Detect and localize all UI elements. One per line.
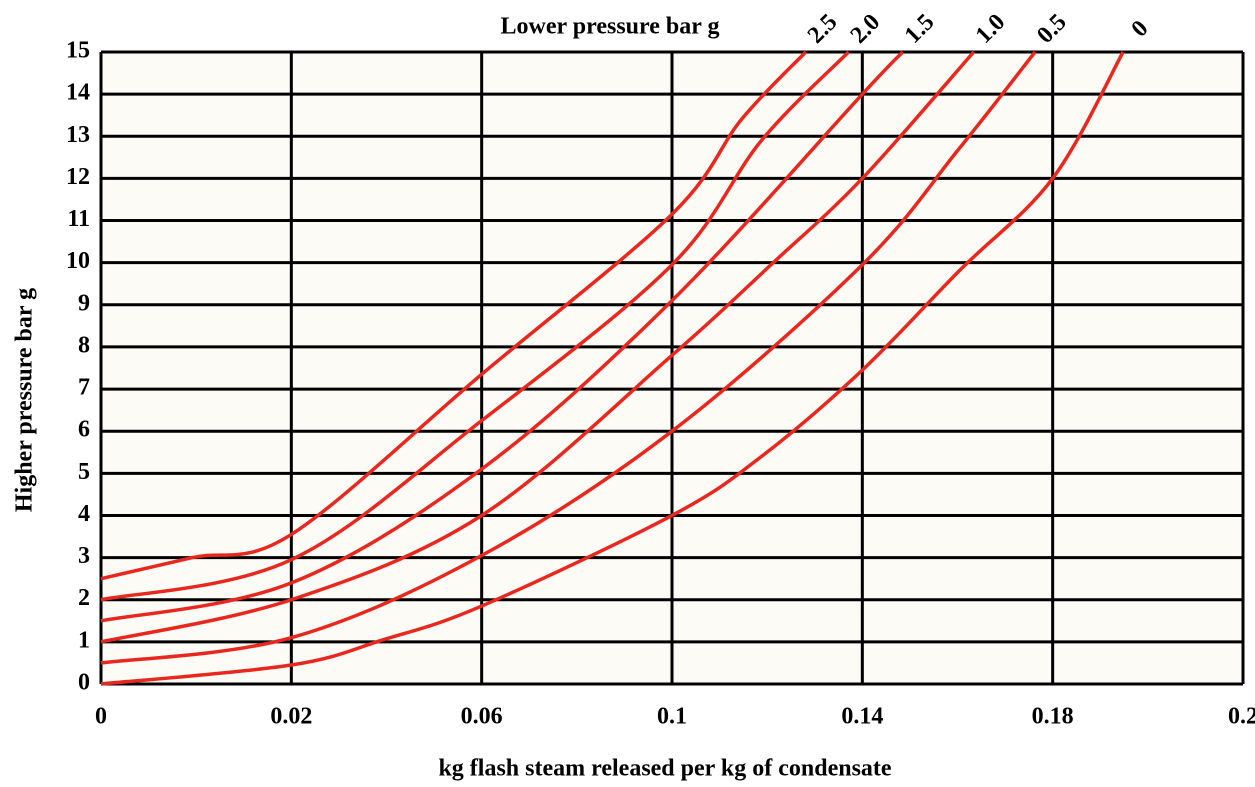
series-line xyxy=(100,50,1037,665)
y-tick-label: 15 xyxy=(66,38,90,64)
y-tick-label: 14 xyxy=(66,80,90,106)
y-tick-label: 5 xyxy=(78,459,90,485)
series-label: 0 xyxy=(1127,16,1154,43)
y-tick-label: 4 xyxy=(78,501,90,527)
x-tick-label: 0.1 xyxy=(657,704,687,730)
y-tick-label: 2 xyxy=(78,585,90,611)
series-line xyxy=(100,50,975,644)
series-line xyxy=(100,50,905,623)
y-tick-label: 6 xyxy=(78,417,90,443)
x-axis-label: kg flash steam released per kg of conden… xyxy=(438,756,891,782)
y-tick-label: 13 xyxy=(66,122,90,148)
x-tick-label: 0.2 xyxy=(1228,704,1255,730)
series-label: 1.5 xyxy=(900,9,940,49)
series-line xyxy=(100,51,1125,686)
x-tick-label: 0.06 xyxy=(461,704,503,730)
x-tick-label: 0.18 xyxy=(1032,704,1074,730)
chart-title: Lower pressure bar g xyxy=(501,14,720,40)
y-tick-label: 9 xyxy=(78,290,90,316)
series-label: 2.5 xyxy=(803,9,843,49)
y-tick-label: 3 xyxy=(78,543,90,569)
x-tick-label: 0.02 xyxy=(270,704,312,730)
series-line xyxy=(100,50,807,581)
y-tick-label: 12 xyxy=(66,164,90,190)
series-label: 1.0 xyxy=(971,9,1011,49)
y-axis-label: Higher pressure bar g xyxy=(12,288,38,512)
series-line xyxy=(100,50,850,602)
x-tick-label: 0 xyxy=(95,704,107,730)
series-label: 2.0 xyxy=(846,9,886,49)
y-tick-label: 8 xyxy=(78,332,90,358)
y-tick-label: 7 xyxy=(78,375,90,401)
series-label: 0.5 xyxy=(1032,9,1072,49)
x-tick-label: 0.14 xyxy=(841,704,883,730)
y-tick-label: 11 xyxy=(67,206,90,232)
y-tick-label: 0 xyxy=(78,670,90,696)
y-tick-label: 10 xyxy=(66,248,90,274)
y-tick-label: 1 xyxy=(78,627,90,653)
